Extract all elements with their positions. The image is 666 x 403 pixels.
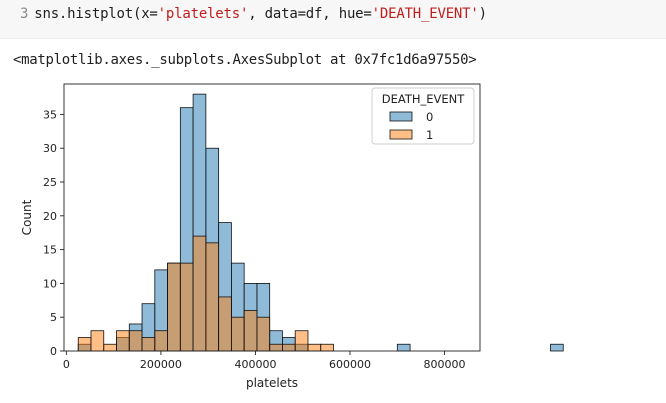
line-number: 3 [20,6,29,22]
code-string-x: 'platelets' [157,6,249,22]
histogram-bar-death-event-1 [256,316,271,352]
y-axis-label: Count [20,199,34,235]
histogram-bar-death-event-1 [230,316,245,352]
x-tick-label: 600000 [329,358,371,371]
code-string-hue: 'DEATH_EVENT' [371,6,479,22]
histogram-bar-death-event-1 [269,343,283,352]
y-tick-label: 15 [43,244,57,257]
code-cell[interactable]: 3 sns.histplot(x='platelets', data=df, hu… [0,0,666,39]
histogram-bar-death-event-1 [192,235,207,352]
histogram-bar-death-event-0 [550,343,564,352]
legend: DEATH_EVENT 0 1 [371,87,475,145]
histogram-bar-death-event-1 [154,330,168,352]
y-tick-label: 0 [50,345,57,358]
code-line[interactable]: 3 sns.histplot(x='platelets', data=df, hu… [20,6,487,22]
cell-output-text: <matplotlib.axes._subplots.AxesSubplot a… [13,52,477,68]
histogram-bar-death-event-1 [282,343,296,352]
code-text-suffix: ) [478,6,487,22]
x-tick-label: 400000 [234,358,276,371]
legend-swatch-0 [389,111,413,122]
histogram-bar-death-event-1 [307,343,322,352]
legend-label-1: 1 [426,128,433,142]
histogram-bar-death-event-1 [205,242,220,352]
histogram-bar-death-event-1 [128,330,143,352]
axes-frame [63,83,481,352]
y-tick-label: 25 [43,176,57,189]
y-tick-label: 20 [43,210,57,223]
histogram-bar-death-event-1 [90,330,105,352]
x-tick-label: 0 [63,358,70,371]
histogram-bar-death-event-1 [141,337,156,352]
x-tick-label: 800000 [424,358,466,371]
histogram-bar-death-event-1 [167,262,181,352]
histogram-bar-death-event-1 [320,343,334,352]
legend-swatch-1 [389,129,413,140]
y-tick-label: 30 [43,142,57,155]
histogram-bar-death-event-1 [116,330,130,352]
code-text-prefix: sns.histplot(x= [34,6,158,22]
y-tick-label: 10 [43,277,57,290]
histogram-bar-death-event-1 [243,310,258,352]
histogram-bar-death-event-1 [77,337,92,352]
histogram-bar-death-event-1 [294,330,309,352]
x-axis-label: platelets [246,376,298,390]
histogram-bar-death-event-1 [179,262,194,352]
histogram-bar-death-event-0 [396,343,411,352]
histogram-bar-death-event-1 [218,296,232,352]
x-tick-label: 200000 [140,358,182,371]
y-tick-label: 5 [50,311,57,324]
legend-label-0: 0 [426,110,433,124]
code-text-mid: , data=df, hue= [248,6,372,22]
histogram-bar-death-event-1 [103,343,117,352]
legend-title: DEATH_EVENT [382,92,466,106]
y-tick-label: 35 [43,108,57,121]
